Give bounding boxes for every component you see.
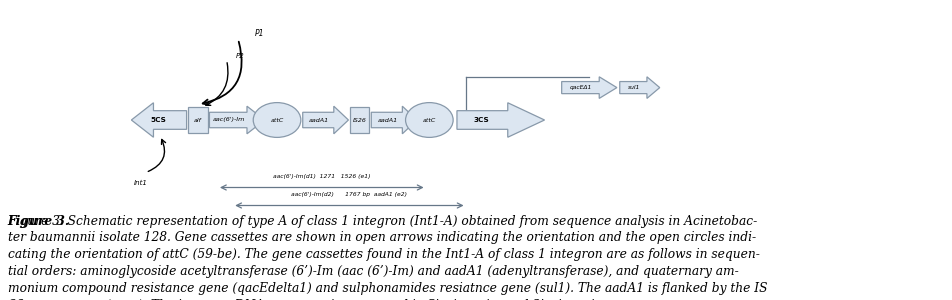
Polygon shape <box>303 106 348 134</box>
Polygon shape <box>371 106 417 134</box>
Polygon shape <box>209 106 265 134</box>
Text: aac(6')-Im(d2)      1767 bp  aadA1 (e2): aac(6')-Im(d2) 1767 bp aadA1 (e2) <box>291 192 407 197</box>
Polygon shape <box>562 77 617 98</box>
Bar <box>350 107 369 133</box>
Text: P1: P1 <box>255 28 265 38</box>
Text: attC: attC <box>270 118 284 122</box>
Text: attC: attC <box>423 118 436 122</box>
Bar <box>188 107 208 133</box>
Ellipse shape <box>406 103 453 137</box>
FancyArrowPatch shape <box>149 140 166 171</box>
Text: P2: P2 <box>236 53 245 59</box>
Text: aac(6')-Im: aac(6')-Im <box>213 118 246 122</box>
FancyArrowPatch shape <box>203 42 242 105</box>
Text: 3CS: 3CS <box>473 117 489 123</box>
Text: sul1: sul1 <box>627 85 640 90</box>
Text: Int1: Int1 <box>134 180 148 186</box>
Polygon shape <box>457 103 545 137</box>
Text: aadA1: aadA1 <box>308 118 329 122</box>
Text: aadA1: aadA1 <box>377 118 398 122</box>
Text: Figure 3. Schematic representation of type A of class 1 integron (Int1-A) obtain: Figure 3. Schematic representation of ty… <box>8 214 767 300</box>
Text: qacEΔ1: qacEΔ1 <box>570 85 592 90</box>
Text: aac(6')-Im(d1)  1271   1526 (e1): aac(6')-Im(d1) 1271 1526 (e1) <box>273 174 370 179</box>
Ellipse shape <box>253 103 301 137</box>
Text: IS26: IS26 <box>353 118 367 122</box>
Text: 5CS: 5CS <box>150 117 166 123</box>
Text: Figure 3.: Figure 3. <box>8 214 69 227</box>
Text: alf: alf <box>194 118 202 122</box>
FancyArrowPatch shape <box>206 63 228 105</box>
Polygon shape <box>131 103 187 137</box>
Polygon shape <box>620 77 660 98</box>
